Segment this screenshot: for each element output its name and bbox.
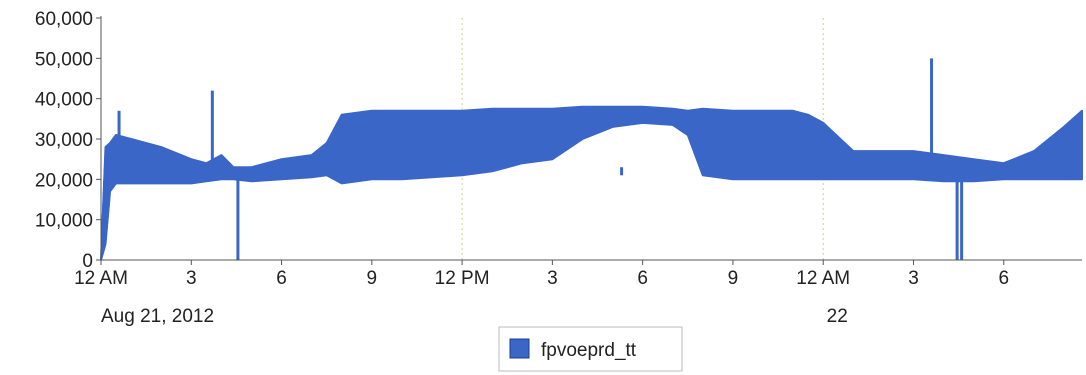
x-tick-label: 3 bbox=[186, 268, 197, 289]
x-tick-label: 9 bbox=[728, 268, 739, 289]
y-tick-label: 40,000 bbox=[35, 90, 93, 111]
x-tick-label: 12 AM bbox=[796, 268, 850, 289]
x-tick-label: 6 bbox=[637, 268, 648, 289]
axis-layer: 0 10,000 20,000 30,000 40,000 50,000 60,000 12 … bbox=[35, 9, 1082, 327]
x-tick-label: 12 PM bbox=[435, 268, 490, 289]
y-tick-label: 20,000 bbox=[35, 170, 93, 191]
x-tick-label: 9 bbox=[367, 268, 378, 289]
y-tick-label: 0 bbox=[82, 251, 93, 272]
y-tick-label: 30,000 bbox=[35, 130, 93, 151]
x-tick-label: 3 bbox=[547, 268, 558, 289]
x-tick-label: 3 bbox=[908, 268, 919, 289]
legend: fpvoeprd_tt bbox=[498, 326, 683, 372]
series-layer bbox=[100, 58, 1083, 261]
y-tick-label: 10,000 bbox=[35, 211, 93, 232]
y-tick-label: 50,000 bbox=[35, 49, 93, 70]
x-tick-label: 6 bbox=[276, 268, 287, 289]
x-tick-label: 6 bbox=[998, 268, 1009, 289]
x-date-label: Aug 21, 2012 bbox=[101, 306, 214, 327]
y-tick-label: 60,000 bbox=[35, 9, 93, 30]
legend-label: fpvoeprd_tt bbox=[541, 340, 637, 361]
x-date-label: 22 bbox=[827, 306, 848, 327]
x-tick-label: 12 AM bbox=[74, 268, 128, 289]
legend-swatch bbox=[509, 338, 530, 359]
series-band bbox=[100, 105, 1083, 261]
